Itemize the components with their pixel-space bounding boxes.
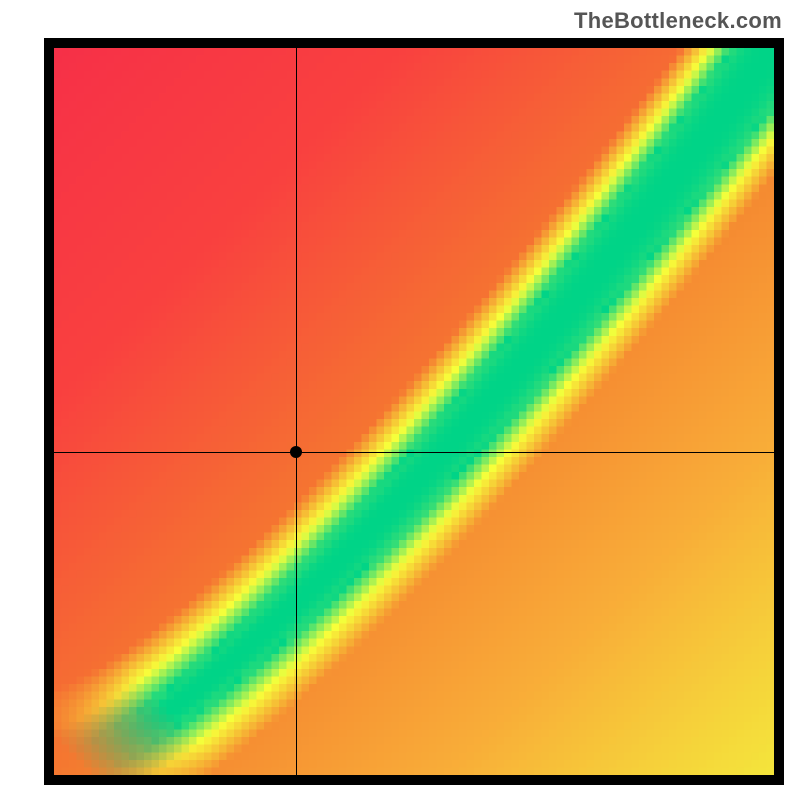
- chart-container: TheBottleneck.com: [0, 0, 800, 800]
- crosshair-vertical: [296, 48, 297, 775]
- heatmap-canvas: [54, 48, 774, 775]
- watermark-text: TheBottleneck.com: [574, 8, 782, 34]
- crosshair-horizontal: [54, 452, 774, 453]
